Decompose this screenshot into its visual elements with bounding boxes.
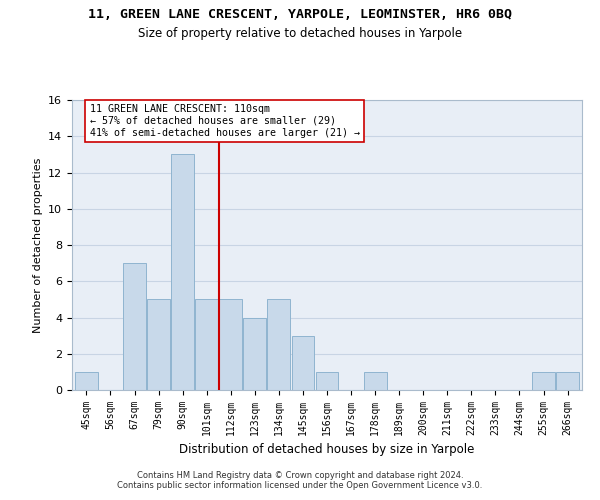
Bar xyxy=(292,336,314,390)
Bar xyxy=(316,372,338,390)
Y-axis label: Number of detached properties: Number of detached properties xyxy=(32,158,43,332)
Bar xyxy=(556,372,579,390)
Bar xyxy=(364,372,386,390)
Bar xyxy=(195,300,218,390)
Bar xyxy=(244,318,266,390)
Bar xyxy=(75,372,98,390)
Text: Distribution of detached houses by size in Yarpole: Distribution of detached houses by size … xyxy=(179,442,475,456)
Text: 11 GREEN LANE CRESCENT: 110sqm
← 57% of detached houses are smaller (29)
41% of : 11 GREEN LANE CRESCENT: 110sqm ← 57% of … xyxy=(90,104,360,138)
Text: Size of property relative to detached houses in Yarpole: Size of property relative to detached ho… xyxy=(138,28,462,40)
Bar xyxy=(147,300,170,390)
Bar xyxy=(532,372,555,390)
Text: 11, GREEN LANE CRESCENT, YARPOLE, LEOMINSTER, HR6 0BQ: 11, GREEN LANE CRESCENT, YARPOLE, LEOMIN… xyxy=(88,8,512,20)
Text: Contains HM Land Registry data © Crown copyright and database right 2024.
Contai: Contains HM Land Registry data © Crown c… xyxy=(118,470,482,490)
Bar xyxy=(220,300,242,390)
Bar xyxy=(123,263,146,390)
Bar xyxy=(268,300,290,390)
Bar xyxy=(171,154,194,390)
